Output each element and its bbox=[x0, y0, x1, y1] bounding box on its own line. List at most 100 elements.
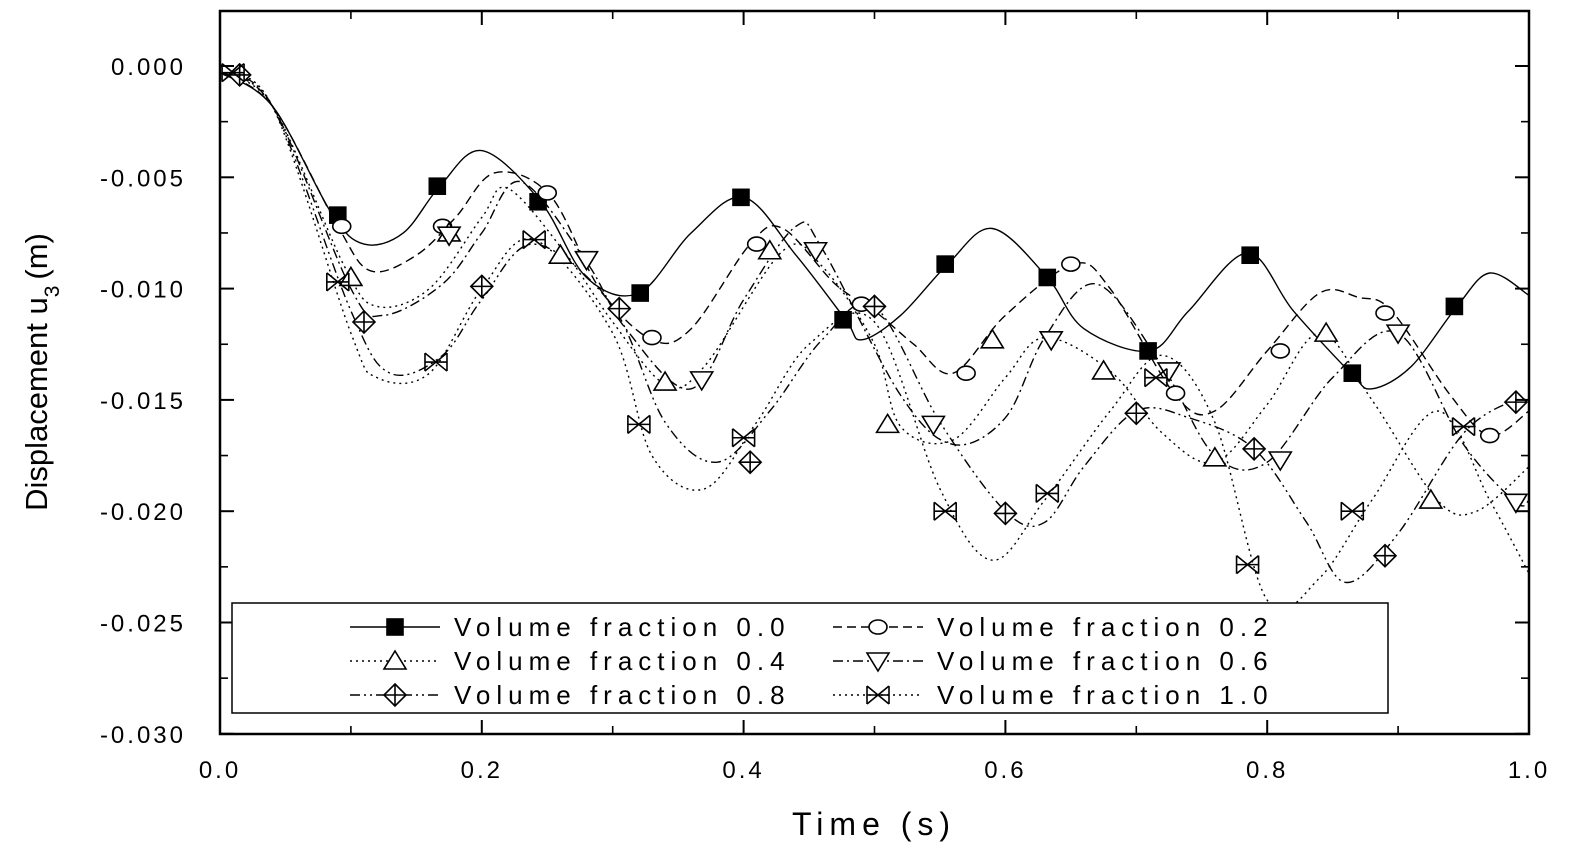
y-tick-label-6: -0.030 bbox=[100, 722, 186, 749]
series-2-marker-3 bbox=[652, 370, 678, 391]
series-3-marker-4 bbox=[920, 415, 946, 436]
series-4-marker-1 bbox=[351, 309, 377, 335]
legend-label-2: Volume fraction 0.4 bbox=[454, 646, 791, 676]
legend-entry-3: Volume fraction 0.6 bbox=[833, 646, 1274, 676]
series-5-marker-1 bbox=[326, 272, 350, 292]
series-3-marker-3 bbox=[803, 241, 829, 263]
series-5-marker-6 bbox=[933, 501, 957, 521]
series-2-marker-8 bbox=[1202, 446, 1228, 467]
series-3-marker-7 bbox=[1267, 451, 1293, 472]
legend-swatch-marker-2 bbox=[382, 649, 408, 670]
y-tick-label-5: -0.025 bbox=[100, 611, 186, 638]
series-2-marker-4 bbox=[757, 239, 783, 260]
series-0-marker-7 bbox=[1038, 268, 1057, 287]
legend-swatch-marker-1 bbox=[868, 619, 888, 635]
series-0-marker-4 bbox=[732, 188, 750, 207]
series-2-marker-9 bbox=[1313, 321, 1339, 342]
legend-entry-2: Volume fraction 0.4 bbox=[350, 646, 791, 676]
series-0-marker-3 bbox=[631, 284, 649, 302]
y-axis-title-unit: (m) bbox=[19, 233, 54, 279]
axis-layer: 0.0 0.2 0.4 0.6 0.8 1.0 0.000 -0.005 -0.010 -0.01… bbox=[100, 11, 1550, 784]
series-3-marker-2 bbox=[689, 371, 715, 392]
series-0-marker-6 bbox=[936, 255, 954, 273]
series-5-marker-4 bbox=[627, 414, 651, 435]
series-0-marker-1 bbox=[428, 177, 447, 196]
series-0-marker-9 bbox=[1241, 246, 1259, 265]
series-2-marker-5 bbox=[875, 412, 901, 434]
legend-entries: Volume fraction 0.0 Volume fraction 0.2 Vo… bbox=[350, 612, 1274, 710]
series-1-marker-10 bbox=[1375, 305, 1395, 321]
legend-entry-0: Volume fraction 0.0 bbox=[350, 612, 791, 642]
legend-swatch-marker-0 bbox=[386, 618, 404, 636]
legend-label-5: Volume fraction 1.0 bbox=[937, 680, 1274, 710]
x-tick-label-4: 0.8 bbox=[1246, 757, 1288, 784]
y-axis-title-main: Displacement u bbox=[19, 297, 54, 511]
series-1-marker-2 bbox=[537, 185, 558, 201]
marker-layer bbox=[221, 62, 1529, 575]
series-4-marker-6 bbox=[993, 501, 1018, 526]
series-1-marker-9 bbox=[1270, 343, 1291, 359]
series-2-marker-10 bbox=[1418, 488, 1444, 509]
y-tick-label-2: -0.010 bbox=[100, 277, 186, 304]
x-tick-label-2: 0.4 bbox=[722, 757, 764, 784]
x-tick-label-0: 0.0 bbox=[199, 757, 241, 784]
series-1-marker-3 bbox=[642, 329, 662, 346]
legend-label-4: Volume fraction 0.8 bbox=[454, 680, 791, 710]
series-5-marker-7 bbox=[1035, 483, 1060, 504]
y-tick-label-3: -0.015 bbox=[100, 388, 186, 415]
series-1-marker-8 bbox=[1165, 385, 1186, 402]
series-5-marker-5 bbox=[731, 428, 756, 448]
legend-swatch-marker-4 bbox=[382, 682, 408, 708]
x-axis-title: Time (s) bbox=[792, 806, 956, 842]
series-4-marker-4 bbox=[738, 450, 763, 475]
series-1-marker-6 bbox=[956, 365, 976, 381]
series-4-marker-10 bbox=[1503, 389, 1529, 415]
series-3-marker-5 bbox=[1038, 330, 1064, 352]
legend-swatch-marker-3 bbox=[865, 652, 891, 673]
series-1-marker-0 bbox=[331, 218, 352, 235]
y-axis-title-text: Displacement u3 (m) bbox=[19, 233, 64, 511]
series-5-marker-2 bbox=[424, 352, 448, 372]
series-1-marker-4 bbox=[746, 236, 767, 252]
series-line-3 bbox=[219, 72, 1530, 507]
series-3-marker-1 bbox=[574, 250, 599, 272]
y-axis-title: Displacement u3 (m) bbox=[19, 233, 64, 511]
legend-label-1: Volume fraction 0.2 bbox=[937, 612, 1274, 642]
series-4-marker-9 bbox=[1372, 543, 1398, 568]
x-tick-label-3: 0.6 bbox=[984, 757, 1026, 784]
series-2-marker-7 bbox=[1091, 359, 1117, 380]
legend-box bbox=[231, 602, 1389, 714]
series-1-marker-11 bbox=[1479, 427, 1500, 444]
series-3-marker-0 bbox=[436, 226, 462, 247]
series-0-marker-11 bbox=[1445, 297, 1464, 316]
legend: Volume fraction 0.0 Volume fraction 0.2 Vo… bbox=[231, 602, 1389, 714]
y-tick-label-1: -0.005 bbox=[100, 165, 186, 192]
legend-entry-5: Volume fraction 1.0 bbox=[833, 680, 1274, 710]
series-4-marker-7 bbox=[1124, 401, 1149, 426]
series-0-marker-10 bbox=[1343, 364, 1362, 382]
legend-label-3: Volume fraction 0.6 bbox=[937, 646, 1274, 676]
x-tick-label-1: 0.2 bbox=[461, 757, 503, 784]
series-0-marker-8 bbox=[1139, 342, 1157, 360]
series-4-marker-5 bbox=[862, 294, 887, 319]
series-5-marker-9 bbox=[1235, 555, 1260, 575]
legend-swatch-marker-5 bbox=[866, 685, 890, 705]
legend-entry-4: Volume fraction 0.8 bbox=[350, 680, 791, 710]
series-5-marker-11 bbox=[1451, 416, 1476, 437]
series-line-2 bbox=[219, 72, 1530, 516]
series-4-marker-3 bbox=[607, 296, 632, 321]
y-tick-label-4: -0.020 bbox=[100, 499, 186, 526]
y-axis-title-subscript: 3 bbox=[41, 286, 64, 298]
series-1-marker-7 bbox=[1061, 256, 1081, 272]
legend-entry-1: Volume fraction 0.2 bbox=[833, 612, 1274, 642]
y-tick-label-0: 0.000 bbox=[111, 54, 186, 81]
legend-label-0: Volume fraction 0.0 bbox=[454, 612, 791, 642]
series-3-marker-8 bbox=[1385, 324, 1411, 345]
series-5-marker-10 bbox=[1340, 501, 1365, 521]
x-tick-label-5: 1.0 bbox=[1508, 757, 1550, 784]
series-4-marker-2 bbox=[469, 274, 494, 299]
series-5-marker-8 bbox=[1144, 368, 1168, 388]
series-2-marker-6 bbox=[979, 328, 1005, 349]
